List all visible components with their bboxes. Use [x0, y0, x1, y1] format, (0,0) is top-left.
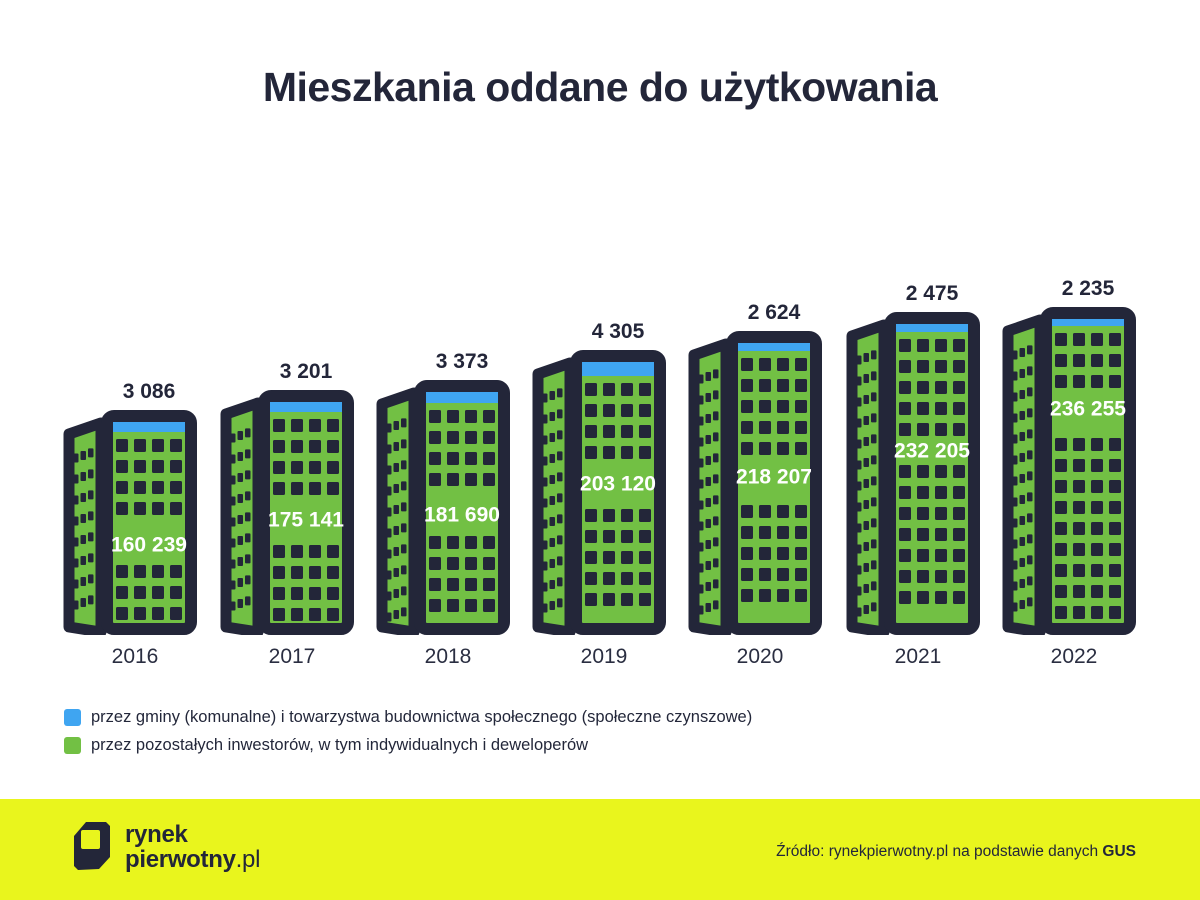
roof-value-label: 3 373: [435, 350, 489, 373]
front-windows: [116, 439, 182, 620]
building-2020: 218 207: [688, 331, 822, 635]
page-title: Mieszkania oddane do użytkowania: [262, 64, 938, 110]
logo-suffix: .pl: [235, 846, 261, 873]
year-label-2020: 2020: [736, 645, 784, 668]
legend-swatch-blue: [64, 709, 81, 726]
side-windows: [698, 369, 719, 615]
building-2021: 232 205: [846, 312, 980, 635]
roof-value-label: 2 475: [905, 282, 959, 305]
roof-value-label: 3 086: [122, 380, 176, 403]
building-value-label: 160 239: [111, 534, 187, 557]
footer-bar: rynek pierwotny.pl Źródło: rynekpierwotn…: [0, 799, 1200, 900]
brand-logo-icon: [74, 822, 110, 870]
legend-swatch-green: [64, 737, 81, 754]
building-blue-strip: [582, 362, 654, 376]
legend-item-pozostali: przez pozostałych inwestorów, w tym indy…: [64, 736, 752, 755]
roof-value-label: 4 305: [591, 320, 645, 343]
building-value-label: 232 205: [894, 440, 970, 463]
legend-item-gminy: przez gminy (komunalne) i towarzystwa bu…: [64, 708, 752, 727]
building-blue-strip: [896, 324, 968, 332]
front-windows: [741, 358, 807, 602]
logo-line1: rynek: [125, 821, 188, 848]
roof-value-label: 2 624: [747, 301, 801, 324]
year-label-2018: 2018: [424, 645, 472, 668]
front-windows: [585, 383, 651, 606]
year-label-2019: 2019: [580, 645, 628, 668]
roof-value-label: 3 201: [279, 360, 333, 383]
source-gus: GUS: [1102, 843, 1136, 860]
source-text: Źródło: rynekpierwotny.pl na podstawie d…: [776, 843, 1103, 860]
building-value-label: 203 120: [580, 473, 656, 496]
side-windows: [230, 428, 251, 611]
building-2022: 236 255: [1002, 307, 1136, 635]
building-blue-strip: [270, 402, 342, 412]
front-windows: [429, 410, 495, 612]
roof-value-label: 2 235: [1061, 277, 1115, 300]
building-blue-strip: [426, 392, 498, 403]
building-value-label: 218 207: [736, 466, 812, 489]
year-label-2022: 2022: [1050, 645, 1098, 668]
side-windows: [856, 350, 877, 617]
brand-logo: rynek pierwotny.pl: [70, 821, 260, 873]
year-label-2016: 2016: [111, 645, 159, 668]
building-value-label: 181 690: [424, 504, 500, 527]
building-value-label: 175 141: [268, 509, 344, 532]
building-2017: 175 141: [220, 390, 354, 635]
building-blue-strip: [738, 343, 810, 351]
source-note: Źródło: rynekpierwotny.pl na podstawie d…: [776, 843, 1136, 861]
front-windows: [899, 339, 965, 604]
side-windows: [386, 418, 407, 622]
brand-logo-text: rynek pierwotny.pl: [125, 822, 260, 872]
side-windows: [1012, 345, 1033, 612]
front-windows: [273, 419, 339, 621]
building-blue-strip: [113, 422, 185, 432]
chart-legend: przez gminy (komunalne) i towarzystwa bu…: [64, 708, 752, 755]
year-label-2021: 2021: [894, 645, 942, 668]
legend-label: przez pozostałych inwestorów, w tym indy…: [91, 736, 589, 754]
legend-label: przez gminy (komunalne) i towarzystwa bu…: [91, 708, 753, 726]
side-windows: [542, 388, 563, 613]
front-windows: [1055, 333, 1121, 619]
building-value-label: 236 255: [1050, 398, 1126, 421]
side-windows: [73, 448, 94, 610]
logo-line2: pierwotny: [125, 846, 236, 873]
building-2016: 160 239: [63, 410, 197, 635]
building-2018: 181 690: [376, 380, 510, 635]
building-2019: 203 120: [532, 350, 666, 635]
year-label-2017: 2017: [268, 645, 316, 668]
building-blue-strip: [1052, 319, 1124, 326]
